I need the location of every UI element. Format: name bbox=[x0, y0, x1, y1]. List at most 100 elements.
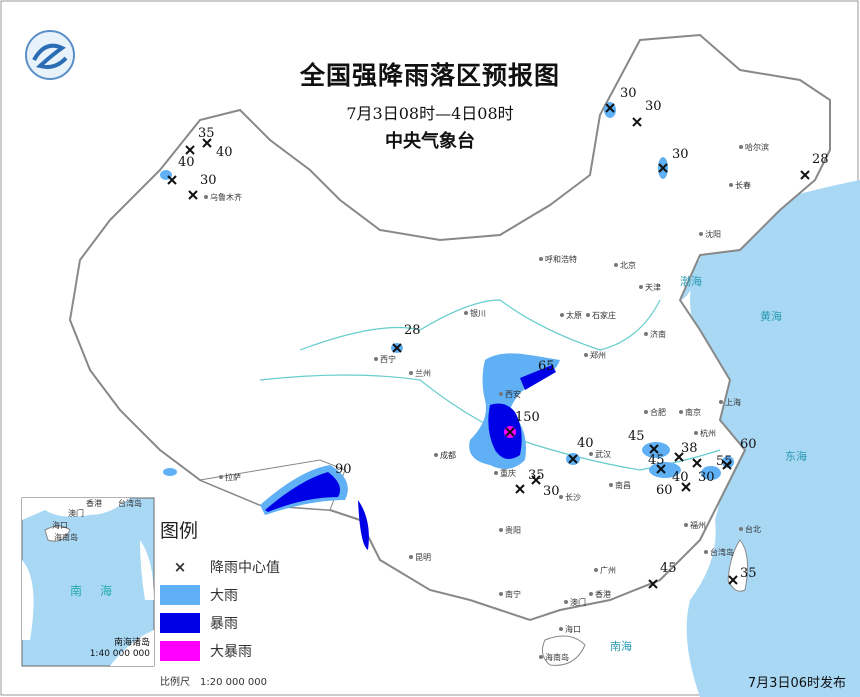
issued-time: 7月3日06时发布 bbox=[747, 676, 846, 691]
city-label: 合肥 bbox=[650, 407, 666, 417]
inset-mainland bbox=[22, 498, 130, 520]
city-label: 香港 bbox=[595, 589, 611, 599]
city-dot bbox=[739, 527, 743, 531]
city-dot bbox=[589, 592, 593, 596]
city-dot bbox=[499, 392, 503, 396]
inset-philippines bbox=[140, 540, 154, 600]
city-dot bbox=[464, 311, 468, 315]
cross-icon bbox=[392, 343, 402, 353]
map-title: 全国强降雨落区预报图 bbox=[299, 61, 560, 90]
city-dot bbox=[584, 353, 588, 357]
forecast-period: 7月3日08时—4日08时 bbox=[346, 104, 514, 123]
city-label: 成都 bbox=[440, 450, 456, 460]
city-dot bbox=[729, 183, 733, 187]
inset-sea-label: 海 bbox=[100, 583, 112, 598]
rain-center-value: 90 bbox=[335, 462, 352, 477]
cross-icon bbox=[649, 444, 659, 454]
cross-icon bbox=[531, 475, 541, 485]
issuer: 中央气象台 bbox=[385, 131, 475, 152]
city-label: 拉萨 bbox=[225, 472, 241, 482]
city-label: 济南 bbox=[650, 329, 666, 339]
cross-icon bbox=[568, 454, 578, 464]
city-label: 哈尔滨 bbox=[745, 142, 769, 152]
city-dot bbox=[589, 452, 593, 456]
inset-place: 香港 bbox=[86, 498, 102, 508]
rain-center-value: 65 bbox=[538, 359, 555, 374]
city-label: 沈阳 bbox=[705, 229, 721, 239]
city-dot bbox=[559, 495, 563, 499]
cross-icon bbox=[188, 190, 198, 200]
inset-frame bbox=[21, 497, 155, 667]
city-dot bbox=[594, 568, 598, 572]
city-dot bbox=[614, 263, 618, 267]
heavy-rain-area bbox=[163, 468, 177, 476]
rain-center-value: 45 bbox=[628, 429, 645, 444]
yellow-river bbox=[299, 299, 661, 351]
sea-label: 渤海 bbox=[680, 274, 702, 288]
legend-label: 暴雨 bbox=[210, 616, 238, 632]
cross-icon bbox=[632, 117, 642, 127]
cma-logo bbox=[25, 30, 75, 80]
legend-label: 大暴雨 bbox=[210, 644, 252, 660]
city-label: 南宁 bbox=[505, 589, 521, 599]
city-dot bbox=[699, 232, 703, 236]
rain-center-value: 38 bbox=[681, 441, 698, 456]
city-dot bbox=[204, 195, 208, 199]
city-dot bbox=[694, 431, 698, 435]
city-label: 杭州 bbox=[700, 428, 716, 438]
rain-center-value: 40 bbox=[216, 145, 233, 160]
cross-icon bbox=[674, 452, 684, 462]
rain-center-value: 30 bbox=[543, 484, 560, 499]
legend-swatch bbox=[160, 585, 200, 605]
city-label: 台北 bbox=[745, 524, 761, 534]
cross-icon bbox=[202, 138, 212, 148]
city-label: 石家庄 bbox=[592, 310, 616, 320]
scale-text: 比例尺 1:20 000 000 bbox=[160, 677, 267, 688]
rain-center-value: 45 bbox=[660, 561, 677, 576]
city-dot bbox=[539, 257, 543, 261]
city-label: 郑州 bbox=[590, 350, 606, 360]
cross-icon bbox=[605, 103, 615, 113]
sea-label: 南海 bbox=[610, 639, 632, 653]
inset-place: 海口 bbox=[52, 520, 68, 530]
legend-title: 图例 bbox=[160, 520, 199, 542]
cross-icon bbox=[656, 464, 666, 474]
rain-center-value: 40 bbox=[577, 436, 594, 451]
cross-icon bbox=[692, 458, 702, 468]
legend-item-heavy-rain: 大雨 bbox=[160, 581, 310, 609]
city-label: 银川 bbox=[470, 308, 486, 318]
city-dot bbox=[644, 332, 648, 336]
sea-label: 东海 bbox=[785, 449, 807, 463]
legend-label: 降雨中心值 bbox=[210, 560, 280, 576]
city-label: 长沙 bbox=[565, 492, 581, 502]
cross-icon bbox=[800, 170, 810, 180]
city-dot bbox=[684, 523, 688, 527]
city-label: 海南岛 bbox=[545, 652, 569, 662]
city-dot bbox=[719, 400, 723, 404]
city-dot bbox=[434, 453, 438, 457]
legend-item-heavy-rainstorm: 大暴雨 bbox=[160, 637, 310, 665]
city-label: 澳门 bbox=[570, 597, 586, 607]
taiwan-island bbox=[727, 539, 749, 592]
cross-icon bbox=[722, 460, 732, 470]
city-dot bbox=[560, 313, 564, 317]
city-dot bbox=[409, 555, 413, 559]
city-label: 武汉 bbox=[595, 449, 611, 459]
cross-icon bbox=[681, 482, 691, 492]
inset-caption: 南海诸岛 1:40 000 000 bbox=[90, 638, 150, 660]
city-dot bbox=[644, 410, 648, 414]
cross-icon bbox=[167, 175, 177, 185]
city-label: 呼和浩特 bbox=[545, 254, 577, 264]
cross-icon bbox=[515, 484, 525, 494]
city-dot bbox=[559, 627, 563, 631]
legend-label: 大雨 bbox=[210, 588, 238, 604]
heavy-rain-area bbox=[701, 466, 721, 480]
legend-item-rainstorm: 暴雨 bbox=[160, 609, 310, 637]
city-dot bbox=[704, 550, 708, 554]
rain-center-value: 30 bbox=[645, 99, 662, 114]
city-label: 南昌 bbox=[615, 480, 631, 490]
rainstorm-area bbox=[358, 500, 369, 550]
city-label: 兰州 bbox=[415, 368, 431, 378]
